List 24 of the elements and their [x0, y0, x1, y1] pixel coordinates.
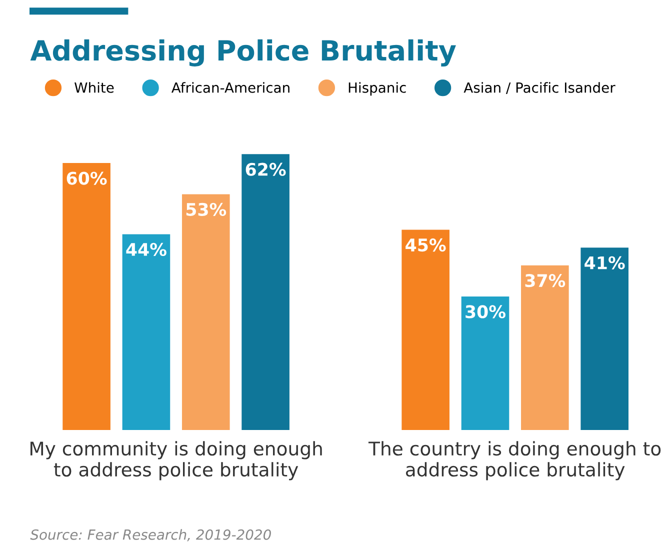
legend-label: White: [74, 82, 114, 93]
legend-label: Hispanic: [348, 82, 406, 96]
bar: [62, 163, 110, 430]
legend-label: African-American: [172, 82, 290, 93]
bar: [461, 296, 510, 430]
data-label: 30%: [466, 305, 506, 318]
source-note: Source: Fear Research, 2019-2020: [30, 529, 271, 542]
data-label: 62%: [246, 162, 286, 176]
x-tick-label: My community is doing enough to address police brutality: [30, 441, 322, 480]
data-label: 53%: [186, 202, 226, 216]
legend-label: Asian / Pacific Isander: [464, 82, 616, 94]
data-label: 60%: [66, 172, 107, 185]
data-label: 37%: [525, 274, 566, 288]
data-label: 45%: [406, 238, 446, 252]
bar: [580, 248, 628, 430]
bar: [122, 234, 170, 430]
chart-title: Addressing Police Brutality: [30, 39, 456, 66]
data-label: 44%: [126, 242, 166, 256]
bar: [402, 230, 450, 430]
x-tick-label: The country is doing enough to address police brutality: [368, 441, 661, 480]
bar: [521, 265, 569, 430]
data-label: 41%: [584, 256, 625, 270]
bar: [182, 194, 230, 430]
bar: [242, 154, 290, 430]
